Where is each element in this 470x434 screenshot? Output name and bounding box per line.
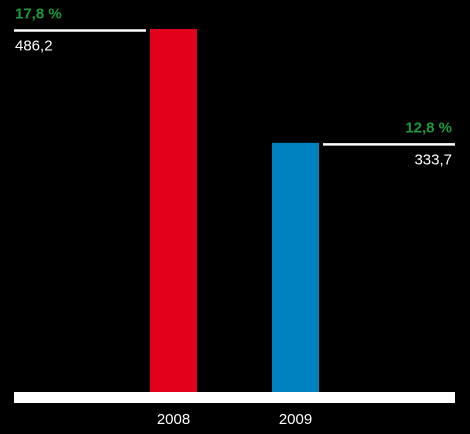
percent-label-2009: 12,8 % [405, 119, 452, 136]
bars-group [150, 29, 319, 392]
x-axis-baseline [14, 392, 455, 403]
value-label-2009: 333,7 [414, 151, 452, 168]
bar-2009 [272, 142, 319, 392]
value-label-2008: 486,2 [15, 38, 53, 55]
percent-label-2008: 17,8 % [15, 6, 62, 23]
x-tick-label-2009: 2009 [279, 411, 312, 428]
x-tick-label-2008: 2008 [157, 411, 190, 428]
leader-lines-group [14, 29, 455, 146]
bar-2008 [150, 29, 197, 392]
